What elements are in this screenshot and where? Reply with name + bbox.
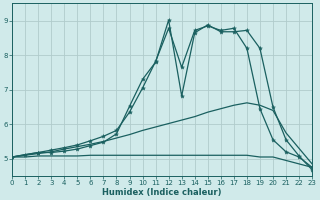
- X-axis label: Humidex (Indice chaleur): Humidex (Indice chaleur): [102, 188, 222, 197]
